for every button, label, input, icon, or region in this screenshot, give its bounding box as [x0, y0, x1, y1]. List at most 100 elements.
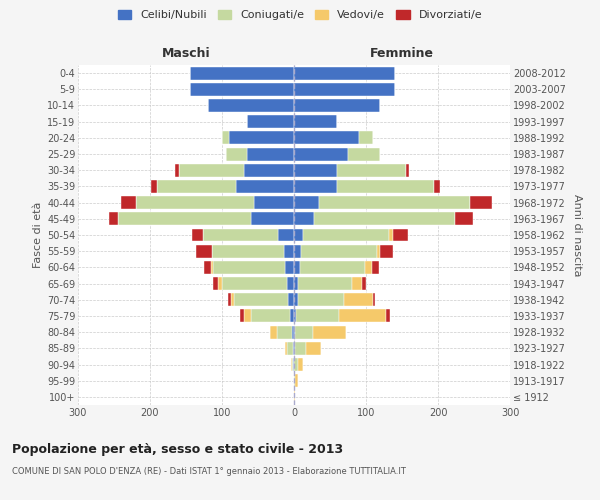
- Bar: [294, 99, 380, 112]
- Bar: [212, 277, 218, 290]
- Bar: [434, 180, 440, 193]
- Bar: [109, 212, 118, 226]
- Bar: [373, 294, 376, 306]
- Bar: [286, 261, 294, 274]
- Bar: [298, 294, 344, 306]
- Bar: [118, 212, 251, 226]
- Bar: [136, 196, 254, 209]
- Bar: [218, 277, 222, 290]
- Bar: [203, 228, 278, 241]
- Y-axis label: Anni di nascita: Anni di nascita: [572, 194, 583, 276]
- Bar: [337, 164, 406, 176]
- Bar: [455, 212, 473, 226]
- Bar: [230, 294, 234, 306]
- Bar: [294, 261, 300, 274]
- Bar: [270, 326, 277, 338]
- Bar: [292, 326, 294, 338]
- Bar: [294, 342, 295, 355]
- Bar: [294, 212, 314, 226]
- Bar: [294, 294, 298, 306]
- Bar: [190, 83, 294, 96]
- Bar: [291, 358, 292, 371]
- Bar: [294, 326, 295, 338]
- Bar: [196, 244, 212, 258]
- Bar: [251, 212, 294, 226]
- Bar: [212, 244, 284, 258]
- Bar: [247, 148, 294, 160]
- Bar: [340, 310, 386, 322]
- Bar: [359, 132, 373, 144]
- Bar: [190, 66, 294, 80]
- Bar: [300, 261, 365, 274]
- Bar: [294, 132, 359, 144]
- Bar: [294, 196, 319, 209]
- Bar: [229, 132, 294, 144]
- Bar: [294, 390, 295, 404]
- Bar: [294, 358, 298, 371]
- Bar: [306, 342, 320, 355]
- Text: Popolazione per età, sesso e stato civile - 2013: Popolazione per età, sesso e stato civil…: [12, 442, 343, 456]
- Bar: [229, 294, 230, 306]
- Bar: [294, 83, 395, 96]
- Bar: [151, 180, 157, 193]
- Bar: [406, 164, 409, 176]
- Bar: [296, 310, 340, 322]
- Bar: [294, 228, 302, 241]
- Bar: [348, 148, 380, 160]
- Bar: [352, 277, 362, 290]
- Bar: [294, 374, 295, 387]
- Bar: [244, 310, 251, 322]
- Bar: [295, 326, 313, 338]
- Text: COMUNE DI SAN POLO D'ENZA (RE) - Dati ISTAT 1° gennaio 2013 - Elaborazione TUTTI: COMUNE DI SAN POLO D'ENZA (RE) - Dati IS…: [12, 468, 406, 476]
- Bar: [236, 180, 294, 193]
- Bar: [254, 196, 294, 209]
- Bar: [288, 294, 294, 306]
- Bar: [294, 180, 337, 193]
- Bar: [226, 148, 247, 160]
- Y-axis label: Fasce di età: Fasce di età: [32, 202, 43, 268]
- Bar: [247, 115, 294, 128]
- Bar: [208, 99, 294, 112]
- Bar: [284, 244, 294, 258]
- Bar: [294, 310, 296, 322]
- Bar: [294, 66, 395, 80]
- Bar: [157, 180, 236, 193]
- Bar: [294, 148, 348, 160]
- Bar: [211, 261, 214, 274]
- Bar: [302, 228, 389, 241]
- Bar: [386, 310, 390, 322]
- Bar: [222, 132, 229, 144]
- Bar: [179, 164, 244, 176]
- Bar: [244, 164, 294, 176]
- Bar: [294, 115, 337, 128]
- Bar: [377, 244, 380, 258]
- Bar: [319, 196, 470, 209]
- Bar: [287, 277, 294, 290]
- Bar: [389, 228, 392, 241]
- Bar: [392, 228, 409, 241]
- Bar: [121, 196, 136, 209]
- Text: Maschi: Maschi: [161, 47, 211, 60]
- Bar: [298, 277, 352, 290]
- Bar: [344, 294, 373, 306]
- Bar: [214, 261, 286, 274]
- Bar: [234, 294, 288, 306]
- Bar: [192, 228, 203, 241]
- Bar: [292, 358, 293, 371]
- Legend: Celibi/Nubili, Coniugati/e, Vedovi/e, Divorziati/e: Celibi/Nubili, Coniugati/e, Vedovi/e, Di…: [113, 6, 487, 25]
- Bar: [470, 196, 492, 209]
- Bar: [365, 261, 372, 274]
- Bar: [175, 164, 179, 176]
- Bar: [380, 244, 394, 258]
- Bar: [204, 261, 211, 274]
- Bar: [294, 277, 298, 290]
- Text: Femmine: Femmine: [370, 47, 434, 60]
- Bar: [284, 342, 287, 355]
- Bar: [295, 374, 298, 387]
- Bar: [295, 342, 306, 355]
- Bar: [314, 212, 455, 226]
- Bar: [240, 310, 244, 322]
- Bar: [298, 358, 304, 371]
- Bar: [251, 310, 290, 322]
- Bar: [278, 228, 294, 241]
